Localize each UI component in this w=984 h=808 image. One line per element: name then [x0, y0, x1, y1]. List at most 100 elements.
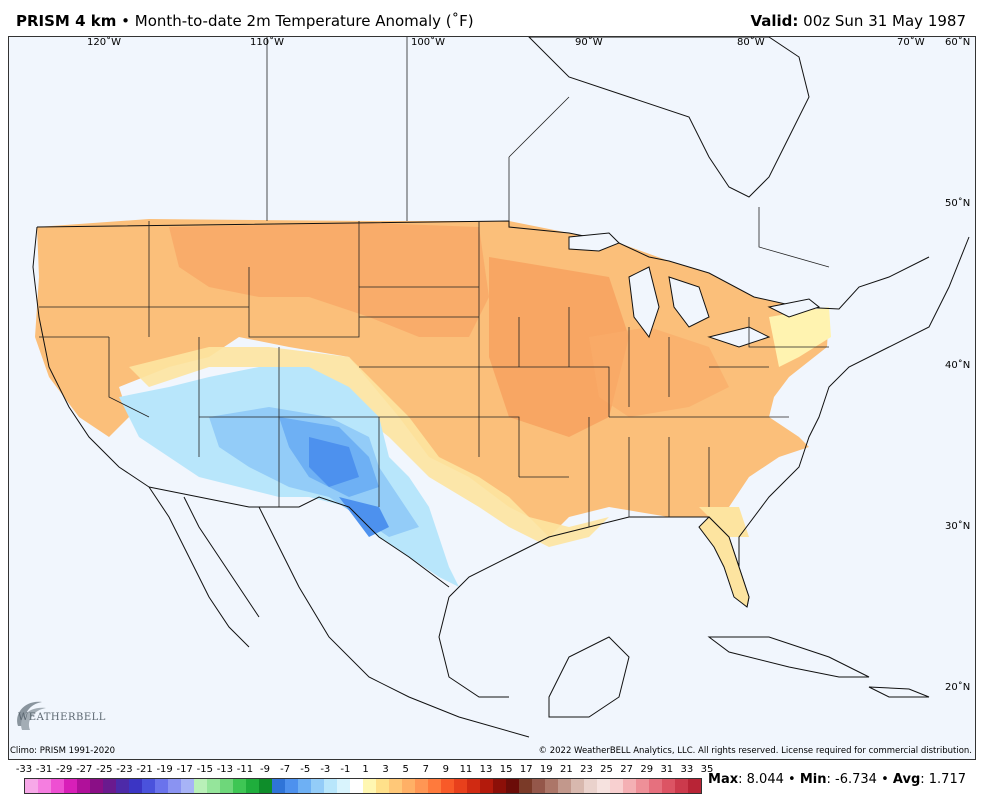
colorbar-label: -7 [280, 764, 291, 775]
weatherbell-logo-icon [17, 701, 46, 730]
colorbar-cell [207, 779, 220, 793]
valid-label: Valid: [750, 12, 799, 30]
colorbar-cell [519, 779, 532, 793]
colorbar-label: 3 [382, 764, 389, 775]
stats-min-label: Min [799, 772, 827, 787]
colorbar-cell [155, 779, 168, 793]
colorbar-cell [428, 779, 441, 793]
colorbar-label: 35 [700, 764, 714, 775]
colorbar-label: -21 [136, 764, 153, 775]
header-bar: PRISM 4 km • Month-to-date 2m Temperatur… [0, 0, 984, 40]
colorbar-label: 29 [640, 764, 654, 775]
colorbar-cell [571, 779, 584, 793]
colorbar-cell [415, 779, 428, 793]
colorbar-cell [25, 779, 38, 793]
colorbar-label: 5 [402, 764, 409, 775]
anomaly-map[interactable]: 120˚W 110˚W 100˚W 90˚W 80˚W 70˚W 60˚N 50… [8, 36, 976, 760]
map-canvas [32, 37, 970, 738]
colorbar-cell [532, 779, 545, 793]
colorbar-cell [194, 779, 207, 793]
colorbar-label: -33 [15, 764, 33, 775]
colorbar-cell [272, 779, 285, 793]
colorbar-cell [116, 779, 129, 793]
colorbar-label: -15 [196, 764, 213, 775]
colorbar-cell [246, 779, 259, 793]
colorbar-cell [220, 779, 233, 793]
colorbar-label: 17 [519, 764, 533, 775]
colorbar-label: -31 [35, 764, 53, 775]
colorbar-cell [103, 779, 116, 793]
lat-label: 40˚N [945, 360, 971, 371]
stats-max-label: Max [708, 772, 739, 787]
colorbar-cell [662, 779, 675, 793]
colorbar-cell [64, 779, 77, 793]
colorbar-cell [688, 779, 701, 793]
colorbar-label: -11 [236, 764, 254, 775]
colorbar-label: 15 [499, 764, 513, 775]
colorbar-cell [129, 779, 142, 793]
colorbar-label: -29 [56, 764, 73, 775]
colorbar-cell [298, 779, 311, 793]
colorbar-cell [558, 779, 571, 793]
copyright-note: © 2022 WeatherBELL Analytics, LLC. All r… [538, 746, 972, 756]
colorbar-label: -23 [116, 764, 133, 775]
colorbar-cell [376, 779, 389, 793]
stats-bullet: • [881, 772, 889, 787]
stats-summary: Max: 8.044 • Min: -6.734 • Avg: 1.717 [708, 772, 966, 787]
title-bullet: • [121, 12, 130, 30]
stats-max-value: 8.044 [746, 772, 784, 787]
colorbar-label: 27 [620, 764, 633, 775]
colorbar-cell [233, 779, 246, 793]
colorbar-label: -5 [300, 764, 311, 775]
colorbar-label: -17 [176, 764, 193, 775]
lon-label: 110˚W [250, 37, 284, 48]
stats-avg-value: 1.717 [928, 772, 966, 787]
lon-label: 100˚W [411, 37, 445, 48]
state-borders [39, 221, 829, 527]
map-title: PRISM 4 km • Month-to-date 2m Temperatur… [16, 12, 474, 30]
lon-label: 120˚W [87, 37, 121, 48]
colorbar-label: -27 [76, 764, 93, 775]
colorbar-cell [142, 779, 155, 793]
colorbar-cell [636, 779, 649, 793]
colorbar-cell [38, 779, 51, 793]
stats-avg-label: Avg [892, 772, 921, 787]
colorbar-cell [493, 779, 506, 793]
colorbar-label: 13 [479, 764, 493, 775]
colorbar-cell [402, 779, 415, 793]
colorbar-label: -19 [156, 764, 173, 775]
colorbar-cell [675, 779, 688, 793]
lat-label: 50˚N [945, 198, 971, 209]
colorbar-label: 19 [539, 764, 553, 775]
colorbar-label: 23 [580, 764, 593, 775]
colorbar-label: -1 [340, 764, 351, 775]
colorbar-cell [610, 779, 623, 793]
lon-label: 70˚W [897, 37, 925, 48]
colorbar-cell [597, 779, 610, 793]
colorbar-label: 1 [362, 764, 369, 775]
product-description: Month-to-date 2m Temperature Anomaly (˚F… [134, 12, 474, 30]
colorbar-cell [77, 779, 90, 793]
lon-label: 90˚W [575, 37, 603, 48]
warm-anomaly-region [35, 219, 829, 537]
colorbar-label: -9 [260, 764, 271, 775]
lat-label: 30˚N [945, 521, 971, 532]
colorbar-label: 9 [442, 764, 450, 775]
valid-time: Valid: 00z Sun 31 May 1987 [750, 12, 966, 30]
colorbar-cell [337, 779, 350, 793]
colorbar-cell [51, 779, 64, 793]
colorbar-label: 11 [459, 764, 473, 775]
lat-label: 20˚N [945, 682, 971, 693]
colorbar-label: 21 [560, 764, 573, 775]
colorbar-label: -13 [216, 764, 234, 775]
colorbar-label: 25 [600, 764, 613, 775]
colorbar-cell [545, 779, 558, 793]
colorbar-label: 33 [680, 764, 694, 775]
colorbar-cell [324, 779, 337, 793]
colorbar-cell [454, 779, 467, 793]
colorbar-cell [285, 779, 298, 793]
colorbar-label: -3 [320, 764, 331, 775]
logo-text: WEATHERBELL [18, 712, 106, 723]
colorbar-cell [389, 779, 402, 793]
colorbar-cell [168, 779, 181, 793]
